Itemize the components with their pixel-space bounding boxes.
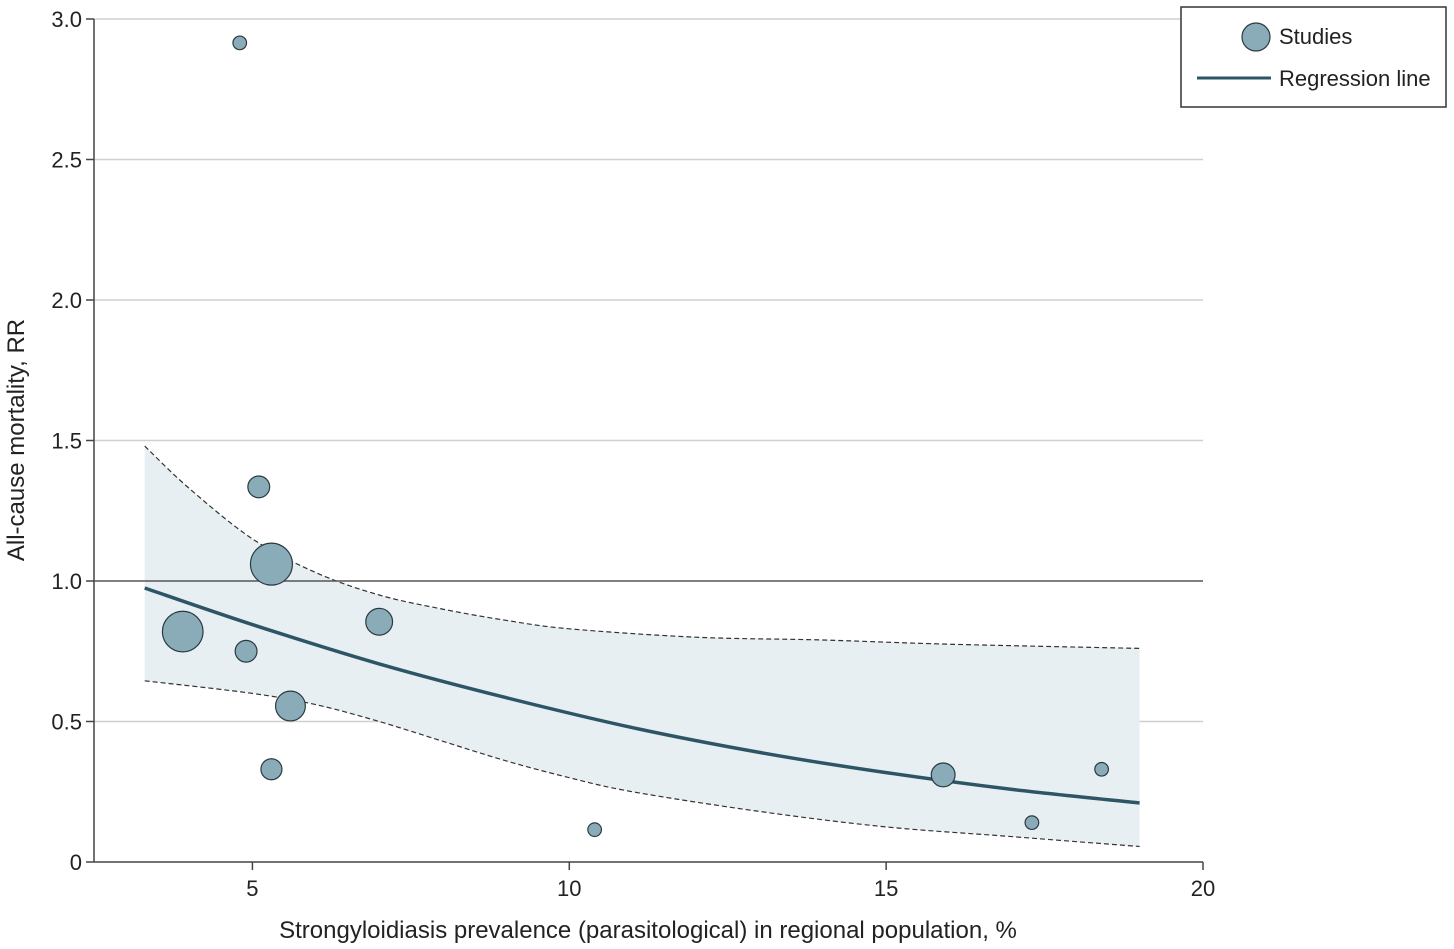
confidence-band bbox=[144, 445, 1140, 848]
studies-layer bbox=[161, 35, 1110, 838]
study-point-12 bbox=[1094, 761, 1110, 777]
x-tick-label-1: 10 bbox=[557, 876, 581, 901]
legend: Studies Regression line bbox=[1180, 6, 1447, 108]
legend-regression-label: Regression line bbox=[1279, 66, 1431, 91]
study-point-11 bbox=[1024, 815, 1040, 831]
y-tick-label-4: 2.0 bbox=[51, 288, 82, 313]
y-axis-title: All-cause mortality, RR bbox=[3, 319, 30, 561]
study-point-2 bbox=[247, 475, 271, 499]
legend-studies-marker bbox=[1241, 22, 1271, 52]
regression-line bbox=[144, 586, 1140, 805]
regression-layer bbox=[144, 586, 1140, 805]
y-tick-label-0: 0 bbox=[70, 850, 82, 875]
y-tick-label-3: 1.5 bbox=[51, 429, 82, 454]
y-tick-label-6: 3.0 bbox=[51, 7, 82, 32]
legend-box bbox=[1180, 6, 1447, 108]
study-point-7 bbox=[274, 690, 306, 722]
study-point-3 bbox=[249, 542, 294, 586]
study-point-10 bbox=[930, 762, 956, 788]
study-point-8 bbox=[260, 758, 283, 781]
y-tick-label-1: 0.5 bbox=[51, 710, 82, 735]
x-axis-title: Strongyloidiasis prevalence (parasitolog… bbox=[279, 917, 1017, 944]
ci-upper-line bbox=[144, 445, 1140, 649]
y-tick-label-2: 1.0 bbox=[51, 569, 82, 594]
study-point-5 bbox=[234, 639, 258, 663]
legend-studies-label: Studies bbox=[1279, 24, 1352, 49]
y-tick-label-5: 2.5 bbox=[51, 148, 82, 173]
study-point-1 bbox=[232, 35, 248, 51]
ci-lower-line bbox=[144, 680, 1140, 848]
study-point-6 bbox=[365, 607, 394, 636]
x-tick-label-2: 15 bbox=[874, 876, 898, 901]
study-point-4 bbox=[161, 610, 204, 653]
study-point-9 bbox=[587, 822, 603, 838]
axes: 0 0.5 1.0 1.5 2.0 2.5 3.0 5 10 15 20 bbox=[51, 7, 1215, 901]
ci-band-fill bbox=[144, 446, 1140, 847]
x-tick-label-0: 5 bbox=[246, 876, 258, 901]
x-tick-label-3: 20 bbox=[1191, 876, 1215, 901]
